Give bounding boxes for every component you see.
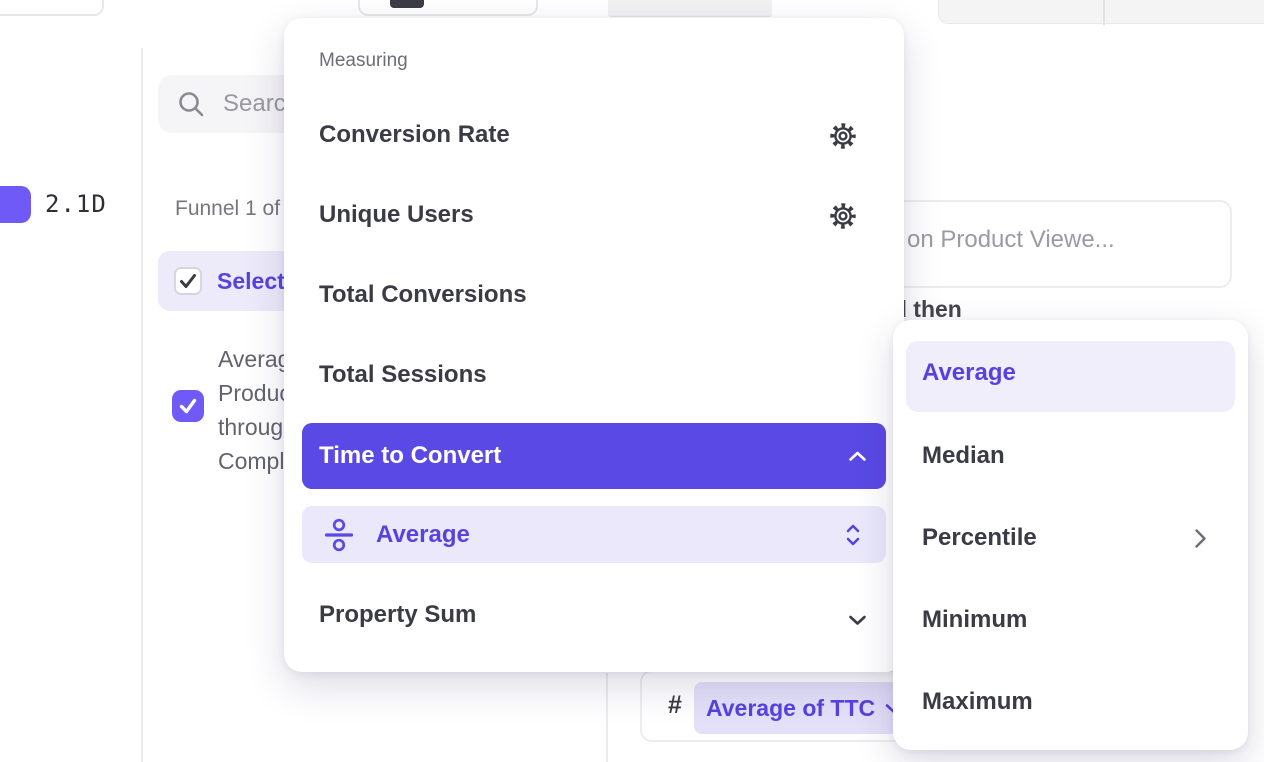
number-type-icon: # — [668, 691, 682, 719]
toolbar-segment-group[interactable] — [938, 0, 1264, 25]
menu-item-unique-users[interactable]: Unique Users — [319, 201, 474, 228]
divide-icon — [324, 518, 354, 552]
duration-tag — [0, 186, 31, 223]
menu-item-label: Average — [376, 520, 470, 548]
canvas-divider — [606, 673, 608, 762]
menu-item-property-sum[interactable]: Property Sum — [319, 601, 477, 628]
gear-icon[interactable] — [829, 122, 857, 150]
duration-value: 2.1D — [45, 190, 107, 218]
metric-selector-label: Average of TTC — [706, 694, 876, 721]
menu-item-average-ttc[interactable]: Average — [302, 506, 886, 563]
checkmark-icon — [180, 274, 196, 288]
menu-item-total-conversions[interactable]: Total Conversions — [319, 281, 527, 308]
funnel-counter: Funnel 1 of — [175, 197, 281, 220]
submenu-item-average-highlight[interactable] — [906, 341, 1235, 412]
chevron-down-icon — [849, 615, 866, 625]
toolbar-button-partial[interactable] — [0, 0, 104, 16]
metric-row-checkbox[interactable] — [172, 390, 204, 422]
bar-chart-icon — [390, 0, 424, 8]
toolbar-segment[interactable] — [608, 0, 772, 17]
menu-header: Measuring — [319, 50, 408, 71]
submenu-item-minimum[interactable]: Minimum — [922, 606, 1028, 633]
menu-item-label: Time to Convert — [319, 442, 502, 469]
menu-item-total-sessions[interactable]: Total Sessions — [319, 361, 487, 388]
chevron-up-icon — [849, 451, 866, 461]
submenu-item-median[interactable]: Median — [922, 442, 1005, 469]
toolbar-chart-button[interactable] — [358, 0, 538, 16]
menu-item-conversion-rate[interactable]: Conversion Rate — [319, 121, 510, 148]
menu-item-time-to-convert[interactable]: Time to Convert — [302, 423, 886, 489]
panel-divider — [141, 48, 143, 762]
search-icon — [179, 92, 204, 117]
submenu-item-average[interactable]: Average — [922, 359, 1016, 386]
submenu-item-percentile[interactable]: Percentile — [922, 524, 1037, 551]
metric-description-line: through — [218, 414, 297, 440]
gear-icon[interactable] — [829, 202, 857, 230]
select-all-checkbox[interactable] — [174, 267, 202, 295]
measuring-menu: Measuring Conversion Rate Unique Users T… — [284, 18, 904, 672]
select-all-label: Select — [217, 267, 285, 294]
segment-divider — [1103, 0, 1105, 25]
sort-toggle-icon — [846, 524, 860, 546]
checkmark-icon — [179, 398, 197, 414]
chevron-right-icon — [1195, 529, 1206, 548]
aggregation-menu: Average Median Percentile Minimum Maximu… — [893, 320, 1248, 750]
submenu-item-maximum[interactable]: Maximum — [922, 688, 1033, 715]
event-step-label: on Product Viewe... — [907, 226, 1115, 253]
